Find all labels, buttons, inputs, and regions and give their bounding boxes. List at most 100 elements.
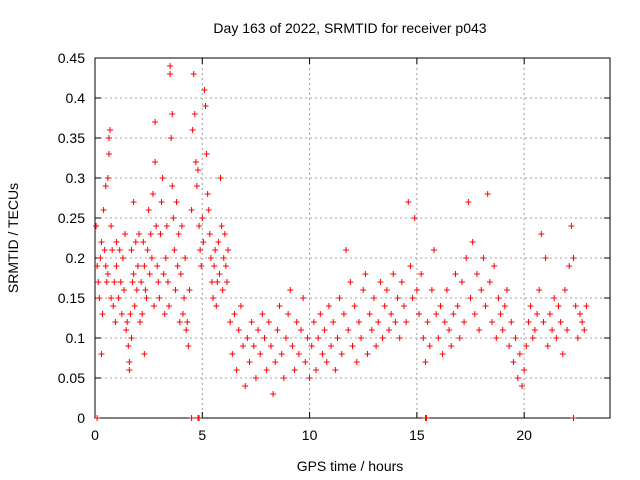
data-point [383, 287, 390, 293]
data-point [195, 167, 201, 173]
data-point [529, 335, 536, 341]
data-point [179, 311, 186, 317]
data-point [130, 271, 137, 277]
data-point [102, 183, 109, 189]
data-point [441, 319, 448, 325]
data-point [521, 367, 528, 373]
data-point [516, 351, 523, 357]
data-point [161, 311, 168, 317]
data-point [364, 351, 371, 357]
data-point [223, 279, 230, 285]
data-point [153, 223, 160, 229]
data-point [257, 351, 264, 357]
data-point [201, 87, 208, 93]
data-point [113, 239, 120, 245]
data-point [102, 263, 109, 269]
data-point [168, 135, 175, 141]
data-point [158, 199, 165, 205]
data-point [278, 351, 285, 357]
data-point [151, 303, 158, 309]
data-point [96, 295, 103, 301]
y-tick-label: 0 [77, 410, 85, 426]
data-point [338, 351, 345, 357]
data-point [443, 287, 450, 293]
data-point [467, 295, 474, 301]
data-point [217, 175, 224, 181]
data-point [139, 311, 146, 317]
data-point [104, 271, 111, 277]
data-point [579, 319, 586, 325]
data-point [164, 279, 171, 285]
data-point [219, 287, 226, 293]
data-point [235, 327, 242, 333]
y-tick-label: 0.1 [66, 330, 86, 346]
data-point [313, 367, 320, 373]
data-point [355, 319, 362, 325]
data-point [291, 367, 298, 373]
data-point [405, 199, 412, 205]
data-point [166, 303, 173, 309]
data-point [480, 255, 487, 261]
data-point [456, 335, 463, 341]
chart-title: Day 163 of 2022, SRMTID for receiver p04… [213, 20, 486, 36]
data-point [220, 255, 227, 261]
data-point [155, 279, 162, 285]
data-point [435, 335, 442, 341]
data-point [343, 247, 350, 253]
data-point [272, 359, 279, 365]
data-point [439, 351, 446, 357]
data-point [142, 287, 149, 293]
data-point [431, 247, 438, 253]
data-point [392, 319, 399, 325]
data-point [119, 255, 126, 261]
data-point [437, 303, 444, 309]
data-point [109, 247, 116, 253]
data-point [181, 295, 188, 301]
data-point [330, 319, 337, 325]
data-point [214, 279, 221, 285]
x-axis-label: GPS time / hours [297, 458, 404, 474]
data-point [162, 255, 169, 261]
data-point [360, 287, 367, 293]
data-point [191, 111, 198, 117]
data-point [566, 263, 573, 269]
data-point [463, 255, 470, 261]
data-point [152, 119, 159, 125]
data-point [206, 231, 213, 237]
data-point [381, 303, 388, 309]
data-point [411, 215, 418, 221]
data-point [561, 287, 568, 293]
data-point [215, 239, 222, 245]
y-axis-label: SRMTID / TECUs [5, 183, 21, 293]
data-point [428, 287, 435, 293]
data-point [190, 71, 197, 77]
data-point [154, 263, 161, 269]
data-point [115, 295, 122, 301]
data-point [358, 335, 365, 341]
data-point [542, 255, 549, 261]
y-tick-label: 0.2 [66, 250, 86, 266]
data-point [570, 255, 577, 261]
data-point [370, 295, 377, 301]
data-point [163, 223, 170, 229]
data-point [122, 231, 129, 237]
data-point [246, 359, 253, 365]
data-point [192, 159, 199, 165]
data-point [546, 311, 553, 317]
data-point [334, 335, 341, 341]
data-point [276, 303, 283, 309]
data-point [315, 335, 322, 341]
data-point [98, 239, 105, 245]
data-point [300, 295, 307, 301]
data-point [134, 263, 141, 269]
y-tick-label: 0.4 [66, 90, 86, 106]
data-point [385, 327, 392, 333]
data-point [349, 343, 356, 349]
y-tick-label: 0.05 [58, 370, 85, 386]
data-point [501, 303, 508, 309]
data-point [140, 239, 147, 245]
data-point [317, 311, 324, 317]
data-point [105, 135, 112, 141]
data-point [141, 351, 148, 357]
